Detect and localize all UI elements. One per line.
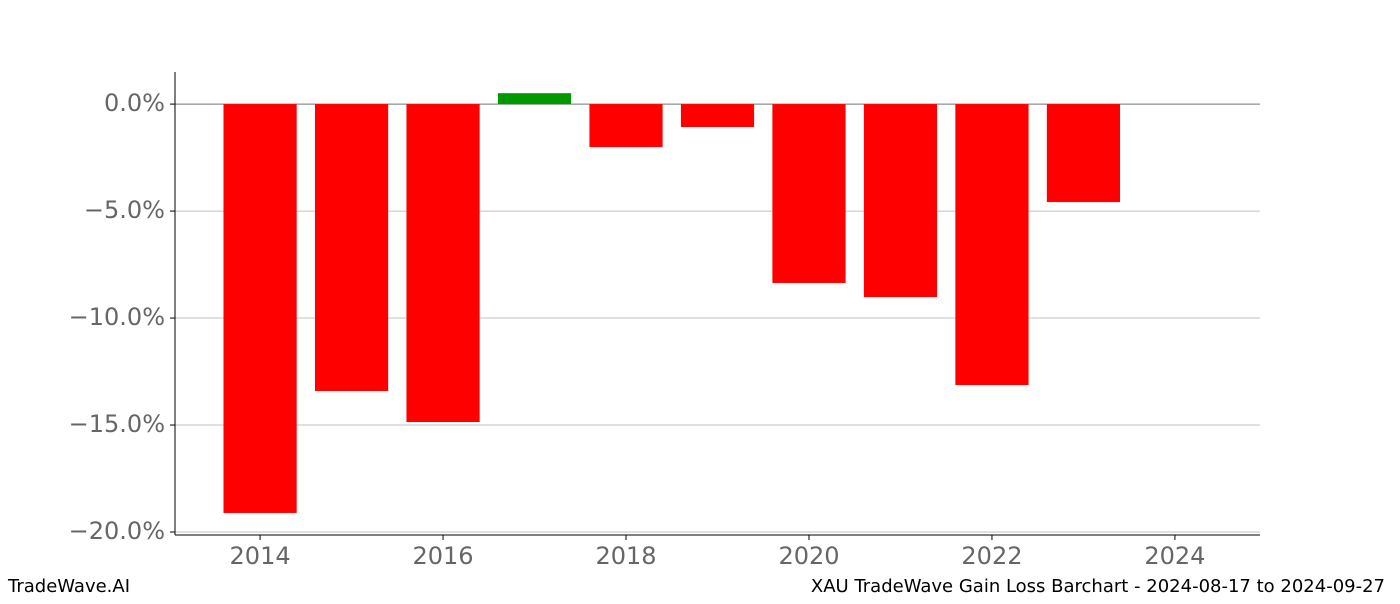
bar — [863, 104, 938, 298]
y-tick-label: −10.0% — [69, 303, 165, 331]
x-tick-label: 2014 — [230, 542, 291, 570]
bar — [1046, 104, 1121, 203]
y-tick-label: 0.0% — [104, 89, 165, 117]
x-tick-label: 2022 — [961, 542, 1022, 570]
y-tick-label: −20.0% — [69, 517, 165, 545]
bar — [680, 104, 755, 127]
footer-right: XAU TradeWave Gain Loss Barchart - 2024-… — [811, 576, 1385, 597]
bar — [772, 104, 846, 283]
x-tick-label: 2016 — [413, 542, 474, 570]
bar — [223, 104, 297, 513]
bar — [406, 104, 480, 423]
y-tick-label: −5.0% — [84, 196, 165, 224]
x-tick-label: 2018 — [595, 542, 656, 570]
bar — [955, 104, 1029, 386]
y-tick-label: −15.0% — [69, 410, 165, 438]
bar — [589, 104, 663, 148]
bar — [497, 93, 572, 105]
footer-left: TradeWave.AI — [7, 576, 130, 597]
bar — [314, 104, 389, 392]
x-tick-label: 2024 — [1144, 542, 1205, 570]
x-tick-label: 2020 — [778, 542, 839, 570]
